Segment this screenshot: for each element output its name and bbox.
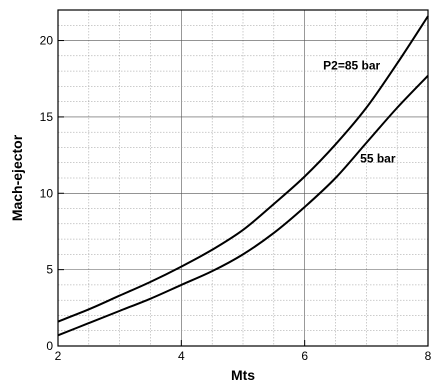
series-group — [57, 15, 429, 337]
y-tick-label: 20 — [40, 34, 54, 48]
x-tick-label: 4 — [178, 349, 185, 363]
y-axis-label: Mach-ejector — [9, 134, 25, 221]
series-annotation: P2=85 bar — [323, 59, 380, 73]
x-axis-label: Mts — [231, 367, 255, 383]
x-tick-label: 6 — [301, 349, 308, 363]
x-tick-label: 8 — [425, 349, 431, 363]
series-annotation: 55 bar — [360, 152, 396, 166]
y-tick-label: 0 — [46, 339, 53, 353]
y-tick-labels: 0 5 10 15 20 — [40, 34, 64, 353]
annotations: P2=85 bar 55 bar — [323, 59, 396, 166]
y-tick-label: 15 — [40, 110, 54, 124]
series-line-55-bar — [57, 74, 429, 337]
y-tick-label: 5 — [46, 263, 53, 277]
plot-frame — [57, 9, 429, 347]
x-tick-labels: 2 4 6 8 — [55, 340, 431, 363]
x-tick-label: 2 — [55, 349, 62, 363]
y-tick-label: 10 — [40, 186, 54, 200]
series-line-p2-85-bar — [57, 15, 429, 323]
